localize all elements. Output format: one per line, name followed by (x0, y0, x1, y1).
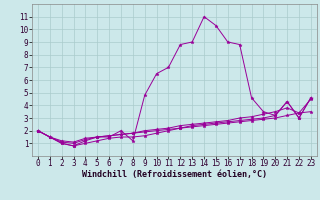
X-axis label: Windchill (Refroidissement éolien,°C): Windchill (Refroidissement éolien,°C) (82, 170, 267, 179)
